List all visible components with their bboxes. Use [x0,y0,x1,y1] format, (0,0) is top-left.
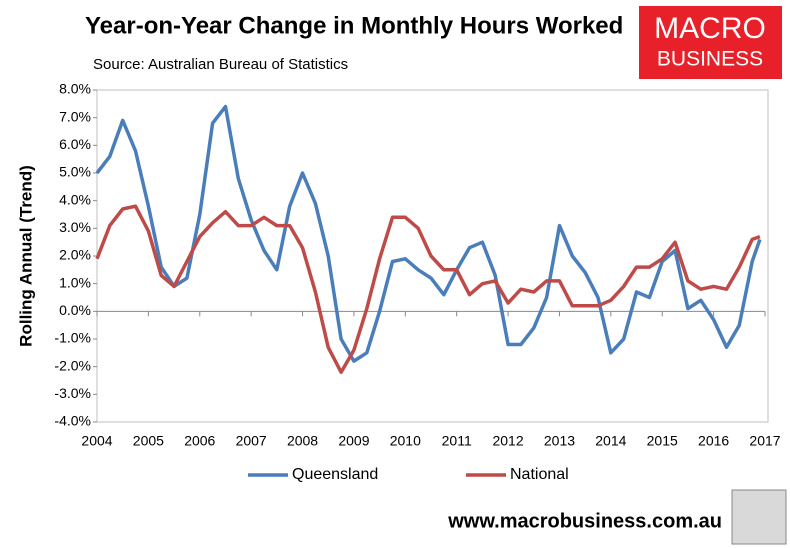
y-tick-label: -4.0% [54,413,91,429]
x-tick-label: 2015 [647,433,678,449]
y-tick-label: 3.0% [59,219,91,235]
legend-label: Queensland [292,466,378,483]
y-tick-label: -3.0% [54,385,91,401]
y-tick-label: 2.0% [59,247,91,263]
y-tick-label: 5.0% [59,164,91,180]
x-tick-label: 2009 [338,433,369,449]
x-tick-label: 2006 [184,433,215,449]
x-tick-label: 2004 [81,433,112,449]
logo: MACRO BUSINESS [639,6,782,79]
y-tick-label: 7.0% [59,108,91,124]
logo-text: BUSINESS [657,48,763,71]
x-tick-label: 2011 [442,433,472,449]
x-tick-label: 2013 [544,433,575,449]
x-tick-label: 2005 [133,433,164,449]
x-tick-label: 2007 [236,433,267,449]
y-tick-label: 1.0% [59,274,91,290]
logo-text: MACRO [654,12,766,45]
x-tick-label: 2016 [698,433,729,449]
website: www.macrobusiness.com.au [447,510,722,532]
x-tick-label: 2017 [749,433,780,449]
chart-subtitle: Source: Australian Bureau of Statistics [93,56,348,73]
logo-box [639,6,782,79]
x-tick-label: 2012 [492,433,523,449]
y-tick-label: -1.0% [54,330,91,346]
x-tick-label: 2010 [390,433,421,449]
y-tick-label: 4.0% [59,191,91,207]
legend-label: National [510,466,569,483]
y-tick-label: -2.0% [54,357,91,373]
y-tick-label: 6.0% [59,136,91,152]
series-line [95,204,761,374]
series-line [95,104,762,363]
x-tick-label: 2008 [287,433,318,449]
y-axis-label: Rolling Annual (Trend) [16,165,35,347]
x-tick-label: 2014 [595,433,626,449]
y-tick-label: 8.0% [59,81,91,97]
y-tick-label: 0.0% [59,302,91,318]
chart-title: Year-on-Year Change in Monthly Hours Wor… [85,12,623,39]
fox-icon [731,489,787,545]
